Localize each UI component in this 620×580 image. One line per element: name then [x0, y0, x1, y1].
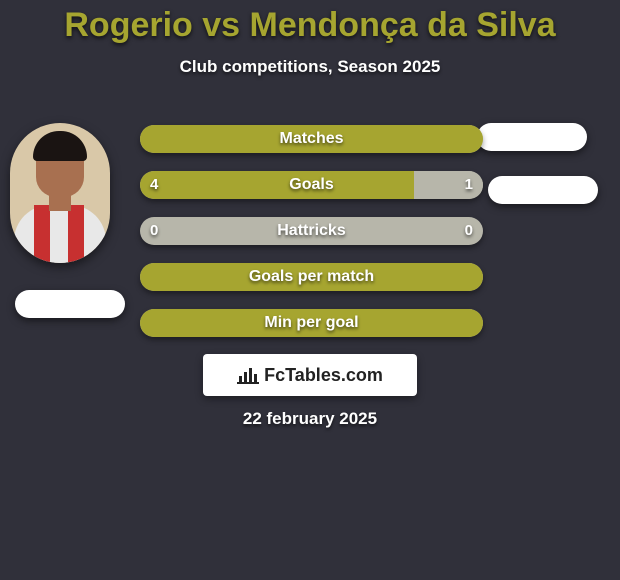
bar-value-left: 4 [150, 171, 158, 199]
avatar-shirt [14, 205, 106, 263]
bar-label: Goals per match [140, 263, 483, 291]
stat-bar-row: Min per goal [140, 309, 483, 337]
player-left-avatar [10, 123, 110, 263]
bar-value-left: 0 [150, 217, 158, 245]
stat-bar-row: Goals per match [140, 263, 483, 291]
avatar-stripe [68, 205, 84, 263]
logo-text: FcTables.com [264, 365, 383, 386]
avatar-hair [33, 131, 87, 161]
stat-bar-row: Matches [140, 125, 483, 153]
subtitle: Club competitions, Season 2025 [0, 57, 620, 77]
comparison-card: Rogerio vs Mendonça da Silva Club compet… [0, 0, 620, 580]
date-text: 22 february 2025 [0, 409, 620, 429]
page-title: Rogerio vs Mendonça da Silva [0, 0, 620, 45]
stat-bars: Matches Goals4 1 Hattricks0 0 Goals per match… [140, 125, 483, 355]
stat-bar-row: Goals4 1 [140, 171, 483, 199]
bar-value-right: 1 [465, 171, 473, 199]
bar-value-right: 0 [465, 217, 473, 245]
logo-box: FcTables.com [203, 354, 417, 396]
player-right-chip [488, 176, 598, 204]
player-right-chip [477, 123, 587, 151]
stat-bar-row: Hattricks0 0 [140, 217, 483, 245]
bar-label: Min per goal [140, 309, 483, 337]
avatar-stripe [34, 205, 50, 263]
bar-chart-icon [237, 366, 259, 384]
bar-label: Matches [140, 125, 483, 153]
bar-label: Goals [140, 171, 483, 199]
player-left-chip [15, 290, 125, 318]
bar-label: Hattricks [140, 217, 483, 245]
